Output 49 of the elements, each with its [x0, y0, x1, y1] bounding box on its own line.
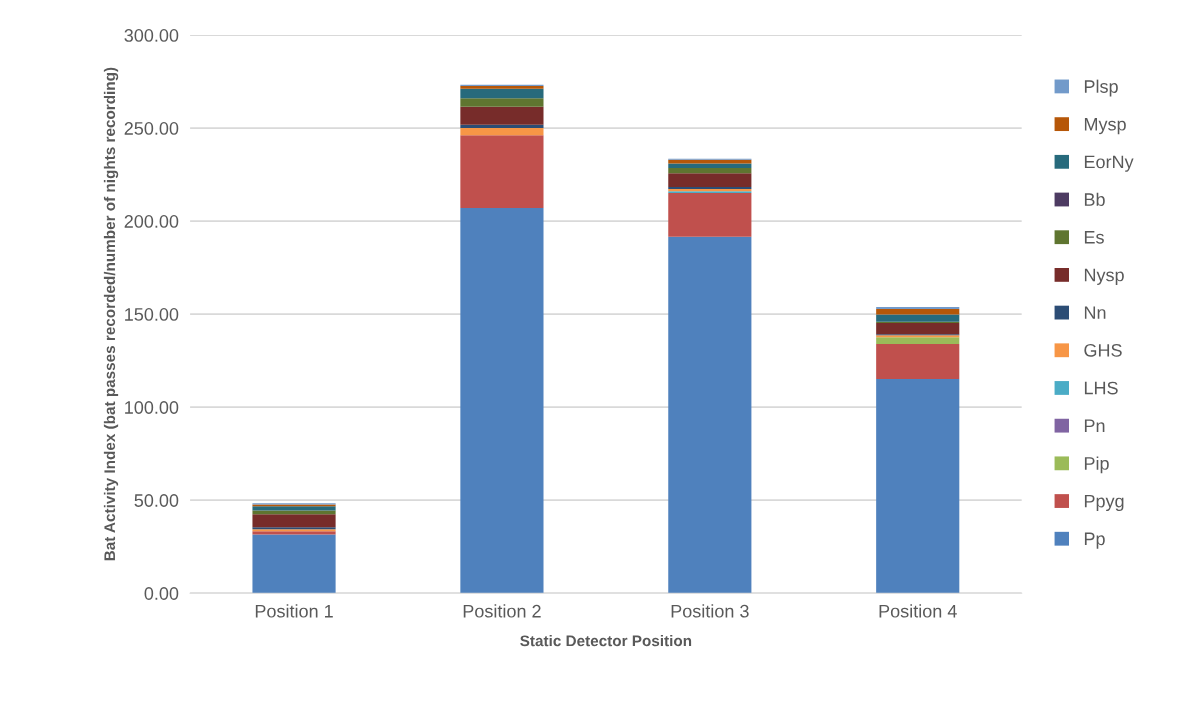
bar	[252, 534, 336, 594]
bar	[460, 106, 544, 125]
bar	[460, 124, 544, 129]
bar	[668, 163, 752, 168]
bar	[876, 307, 960, 310]
legend-label: Pn	[1084, 419, 1105, 432]
bar	[252, 514, 336, 528]
y-tick-label: 50.00	[134, 494, 179, 507]
bar	[460, 98, 544, 107]
y-axis-title: Bat Activity Index (bat passes recorded/number of nights recording)	[103, 67, 119, 561]
y-tick-label: 0.00	[144, 587, 179, 600]
bar	[876, 314, 960, 322]
legend-label: Plsp	[1084, 79, 1118, 97]
x-tick-label: Position 1	[255, 604, 333, 618]
bar	[876, 337, 960, 345]
legend-label: Pp	[1084, 532, 1105, 549]
bar	[460, 135, 544, 209]
legend-label: Bb	[1084, 192, 1105, 206]
y-tick-label: 150.00	[125, 308, 179, 321]
x-tick-label: Position 3	[671, 604, 749, 618]
bar	[460, 88, 544, 99]
y-tick-label: 250.00	[124, 122, 179, 135]
legend-label: Ppyg	[1084, 494, 1124, 512]
legend-label: EorNy	[1084, 155, 1134, 172]
bar	[668, 173, 752, 188]
y-tick-label: 100.00	[125, 401, 179, 414]
bar	[460, 128, 544, 136]
legend-label: LHS	[1084, 381, 1118, 395]
legend-label: GHS	[1084, 343, 1122, 357]
bar	[876, 379, 960, 594]
bar	[668, 236, 752, 594]
bar	[668, 167, 752, 174]
legend-label: Pip	[1084, 456, 1109, 474]
legend-label: Es	[1084, 231, 1104, 244]
legend-label: Nysp	[1084, 268, 1124, 285]
y-tick-label: 200.00	[124, 215, 179, 228]
legend-label: Mysp	[1084, 117, 1126, 135]
bar	[252, 510, 336, 515]
x-tick-label: Position 4	[879, 604, 957, 618]
bar	[876, 344, 960, 380]
x-tick-label: Position 2	[463, 604, 541, 618]
bar	[876, 322, 960, 335]
bar	[252, 506, 336, 511]
bar	[668, 193, 752, 237]
x-axis-title: Static Detector Position	[520, 635, 692, 647]
bar	[460, 208, 544, 594]
legend-label: Nn	[1084, 306, 1106, 319]
y-tick-label: 300.00	[124, 29, 179, 42]
bar	[876, 309, 960, 315]
